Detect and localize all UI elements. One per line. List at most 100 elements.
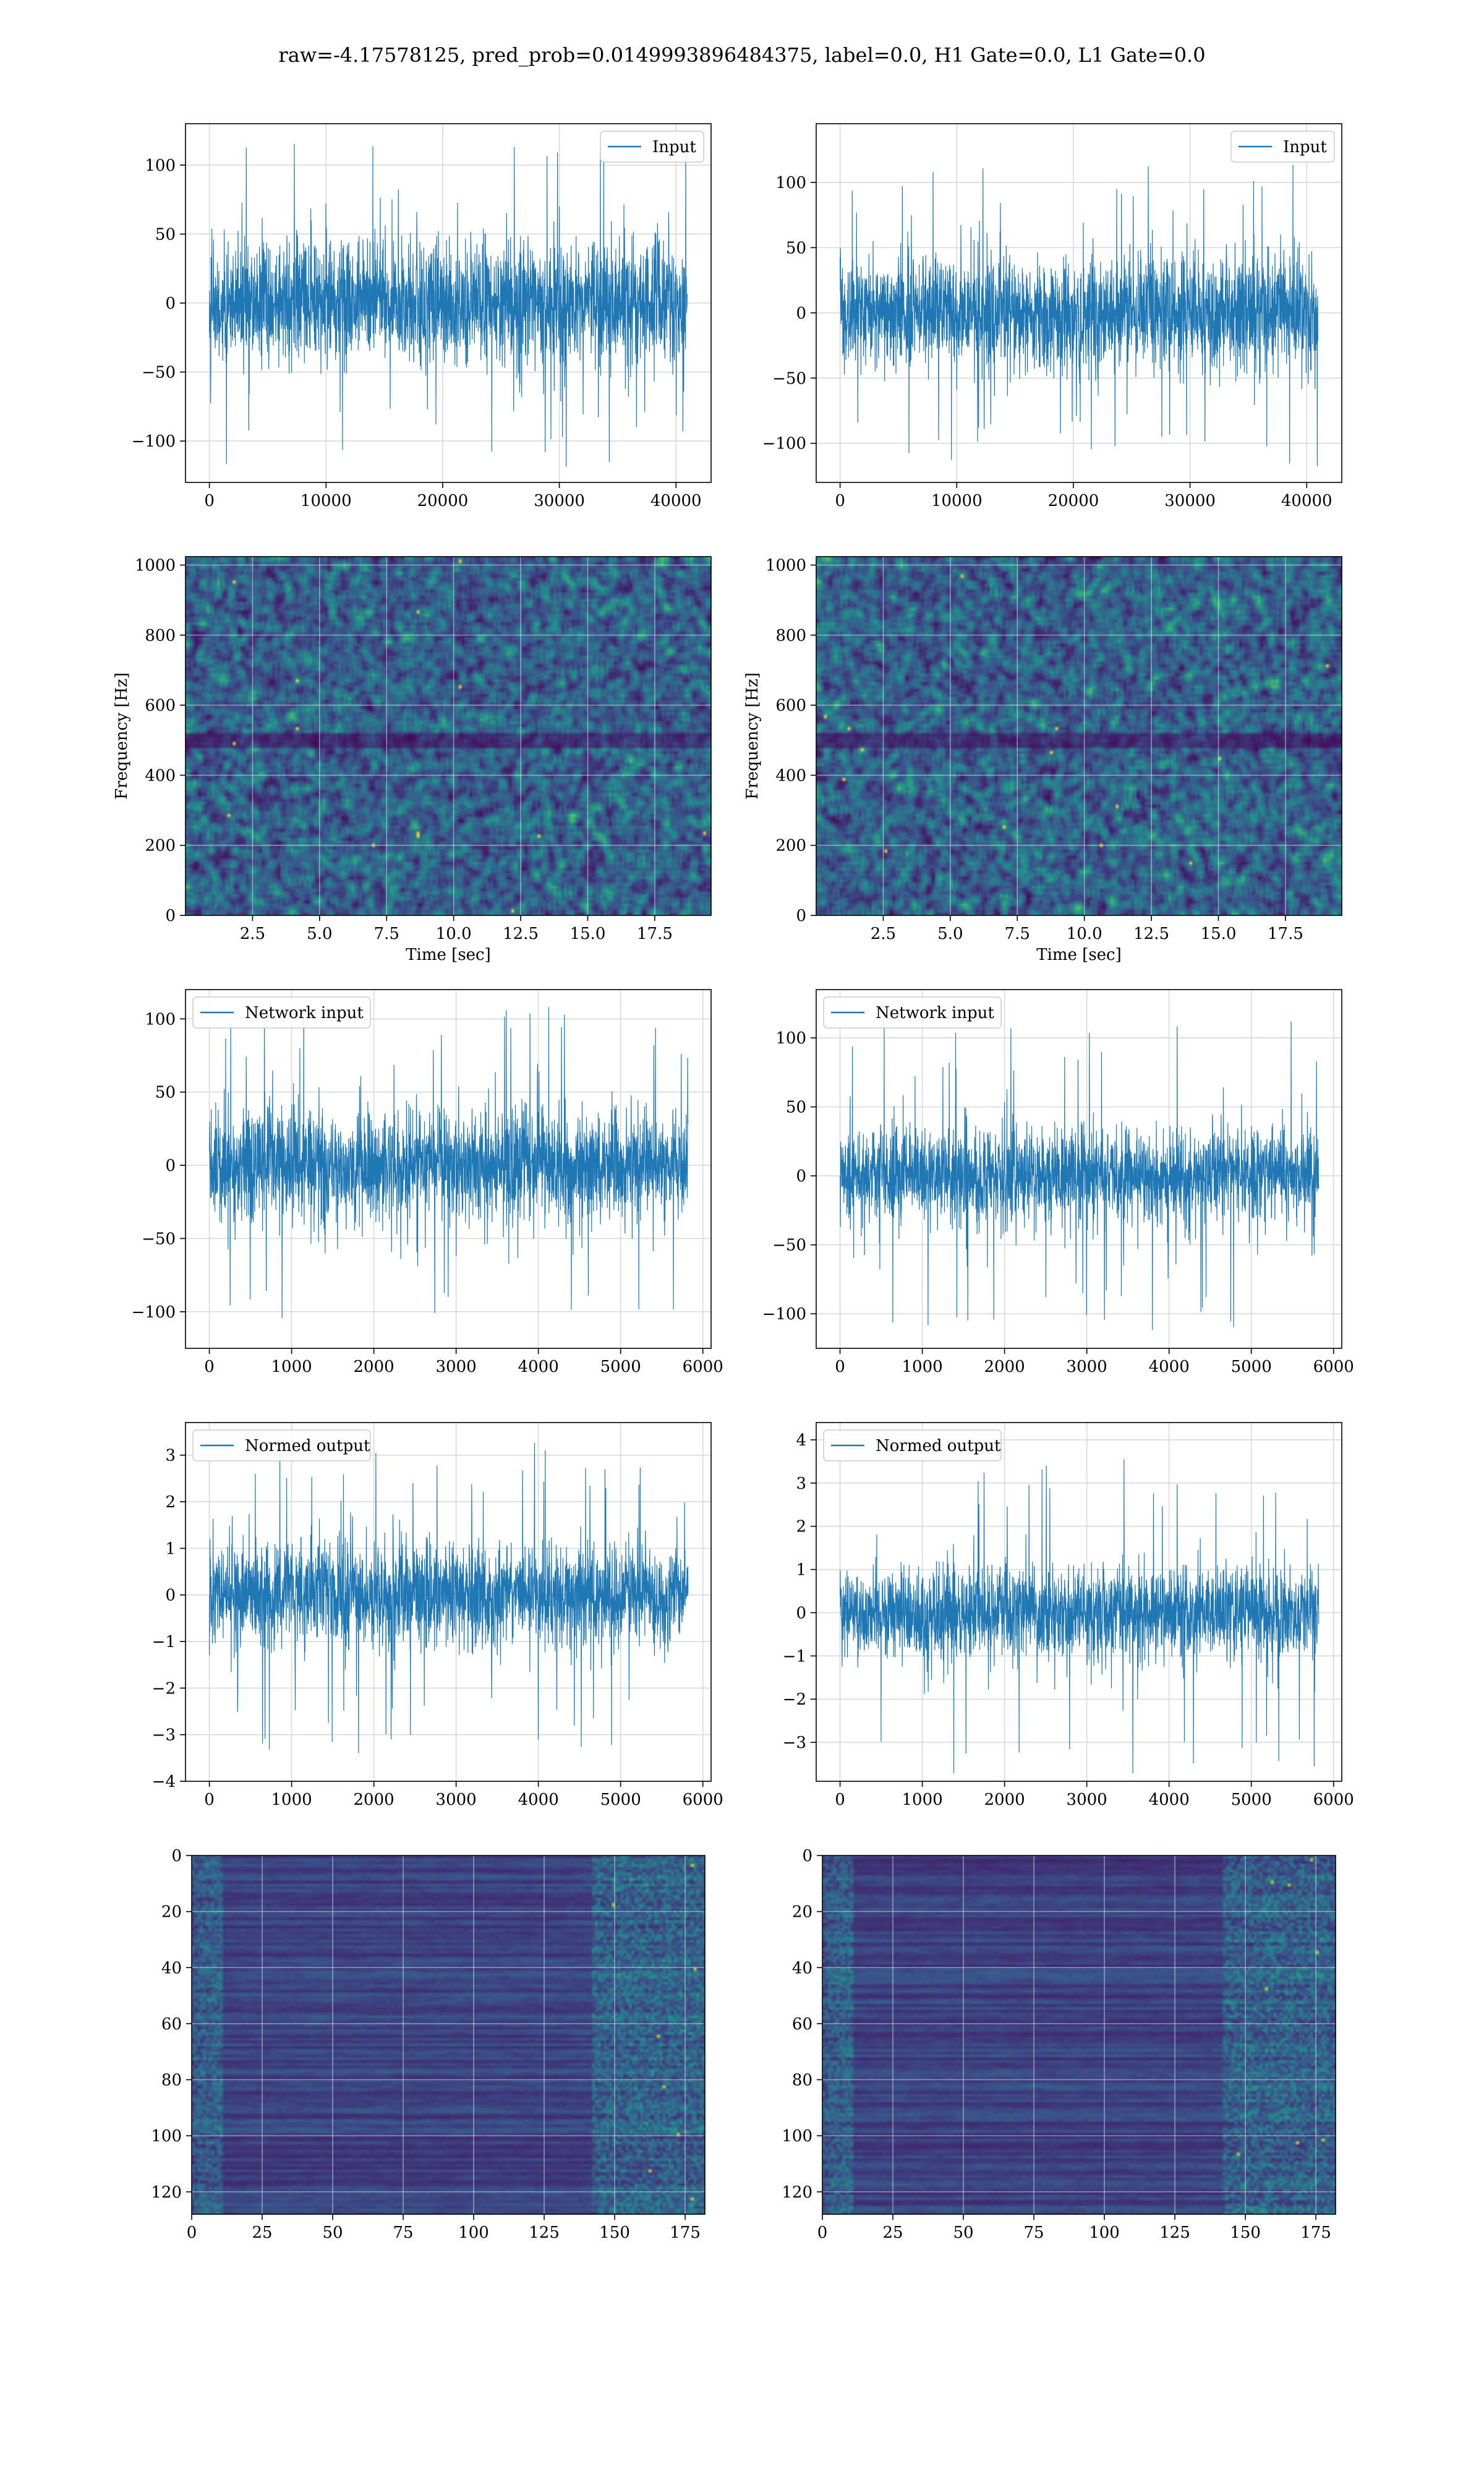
x-tick-label: 15.0 [570,925,606,943]
legend-label: Normed output [245,1437,370,1455]
y-tick-label: 0 [796,304,806,323]
axes-frame [816,1422,1342,1782]
y-tick-label: 20 [161,1903,182,1922]
x-tick-label: 5000 [600,1358,641,1376]
y-tick-label: 80 [792,2071,812,2090]
x-tick-label: 125 [1159,2224,1190,2242]
x-tick-label: 100 [458,2224,489,2242]
y-tick-label: 120 [151,2183,182,2202]
legend: Network input [192,996,371,1029]
x-tick-label: 25 [252,2224,272,2242]
x-tick-label: 30000 [1164,492,1216,510]
x-tick-label: 50 [322,2224,343,2242]
axes-frame [185,989,712,1349]
y-tick-label: 0 [802,1847,812,1865]
x-tick-label: 0 [204,1358,215,1376]
x-tick-label: 12.5 [503,925,539,943]
axes-frame [191,1855,706,2215]
y-tick-label: 40 [792,1959,812,1977]
x-tick-label: 10000 [931,492,983,510]
y-tick-label: 60 [792,2015,812,2034]
x-tick-label: 20000 [1048,492,1099,510]
subplot-spectrogram-left: 2.5 5.0 7.5 10.0 12.5 15.0 17.5 0 200 400 600 800 10… [113,556,712,964]
y-tick-label: −3 [783,1734,806,1752]
y-tick-label: 1000 [135,557,176,575]
x-tick-label: 1000 [271,1358,312,1376]
legend-label: Network input [876,1004,994,1022]
x-tick-label: 12.5 [1133,925,1169,943]
legend-box [192,996,371,1029]
y-tick-label: 120 [782,2183,812,2202]
y-tick-label: 0 [165,1157,176,1175]
y-tick-label: 60 [161,2015,182,2034]
subplot-network-input-left: 0 1000 2000 3000 4000 5000 6000 −100 −50 0 50 100 Ne… [132,989,723,1376]
series-line [209,140,688,467]
series-line [840,165,1318,466]
x-tick-label: 5000 [1231,1358,1272,1376]
y-tick-label: −50 [142,364,176,382]
y-tick-label: 100 [151,2127,182,2146]
y-tick-label: 1000 [765,557,806,575]
y-tick-label: 3 [165,1447,176,1465]
x-tick-label: 40000 [1281,492,1333,510]
x-tick-label: 1000 [902,1791,943,1809]
x-tick-label: 2.5 [240,925,265,943]
y-axis-label: Frequency [Hz] [743,672,762,800]
y-tick-label: 800 [775,627,806,645]
y-tick-label: 20 [792,1903,812,1922]
subplot-input-left: 0 10000 20000 30000 40000 −100 −50 0 50 100 Input [132,123,712,510]
x-tick-label: 175 [670,2224,701,2242]
x-tick-label: 4000 [518,1791,559,1809]
subplot-network-input-right: 0 1000 2000 3000 4000 5000 6000 −100 −50 0 50 100 Ne… [762,989,1354,1376]
y-tick-label: 0 [171,1847,182,1865]
subplot-input-right: 0 10000 20000 30000 40000 −100 −50 0 50 100 Input [762,123,1342,510]
axes-frame [816,556,1342,916]
y-tick-label: 100 [145,156,176,175]
x-tick-label: 7.5 [1005,925,1030,943]
x-tick-label: 1000 [271,1791,312,1809]
x-tick-label: 2000 [354,1791,394,1809]
y-tick-label: −100 [762,435,806,453]
x-tick-label: 5.0 [307,925,332,943]
x-tick-label: 6000 [1313,1791,1354,1809]
legend: Normed output [192,1429,371,1462]
legend-box [192,1429,371,1462]
x-tick-label: 2000 [984,1358,1025,1376]
x-tick-label: 0 [204,492,215,510]
y-tick-label: 100 [775,174,806,192]
y-tick-label: −100 [762,1305,806,1324]
legend-box [600,131,704,163]
x-tick-label: 5.0 [937,925,963,943]
x-tick-label: 4000 [1149,1791,1190,1809]
x-tick-label: 10.0 [1067,925,1102,943]
heatmap-image [186,557,711,915]
y-tick-label: 0 [796,907,806,925]
y-tick-label: 200 [775,837,806,855]
y-tick-label: −100 [132,1303,176,1322]
x-tick-label: 75 [1023,2224,1044,2242]
y-tick-label: −1 [783,1647,806,1666]
y-tick-label: 50 [155,1084,176,1102]
x-tick-label: 3000 [436,1358,477,1376]
legend-label: Network input [245,1004,364,1022]
y-tick-label: −50 [772,1236,806,1255]
y-tick-label: 800 [145,627,176,645]
y-tick-label: 100 [775,1029,806,1048]
y-tick-label: 100 [145,1010,176,1029]
y-tick-label: 50 [155,225,176,244]
heatmap-image [192,1856,705,2214]
x-tick-label: 0 [835,1358,845,1376]
x-tick-label: 150 [1230,2224,1261,2242]
x-tick-label: 2.5 [871,925,896,943]
legend-box [823,1429,1002,1462]
x-tick-label: 125 [529,2224,560,2242]
axes-frame [816,989,1342,1349]
y-tick-label: 50 [786,239,806,257]
x-tick-label: 20000 [417,492,469,510]
y-tick-label: 0 [165,907,176,925]
x-tick-label: 5000 [1231,1791,1272,1809]
y-tick-label: 0 [165,294,176,313]
axes-frame [185,1422,712,1782]
y-tick-label: 600 [145,696,176,715]
